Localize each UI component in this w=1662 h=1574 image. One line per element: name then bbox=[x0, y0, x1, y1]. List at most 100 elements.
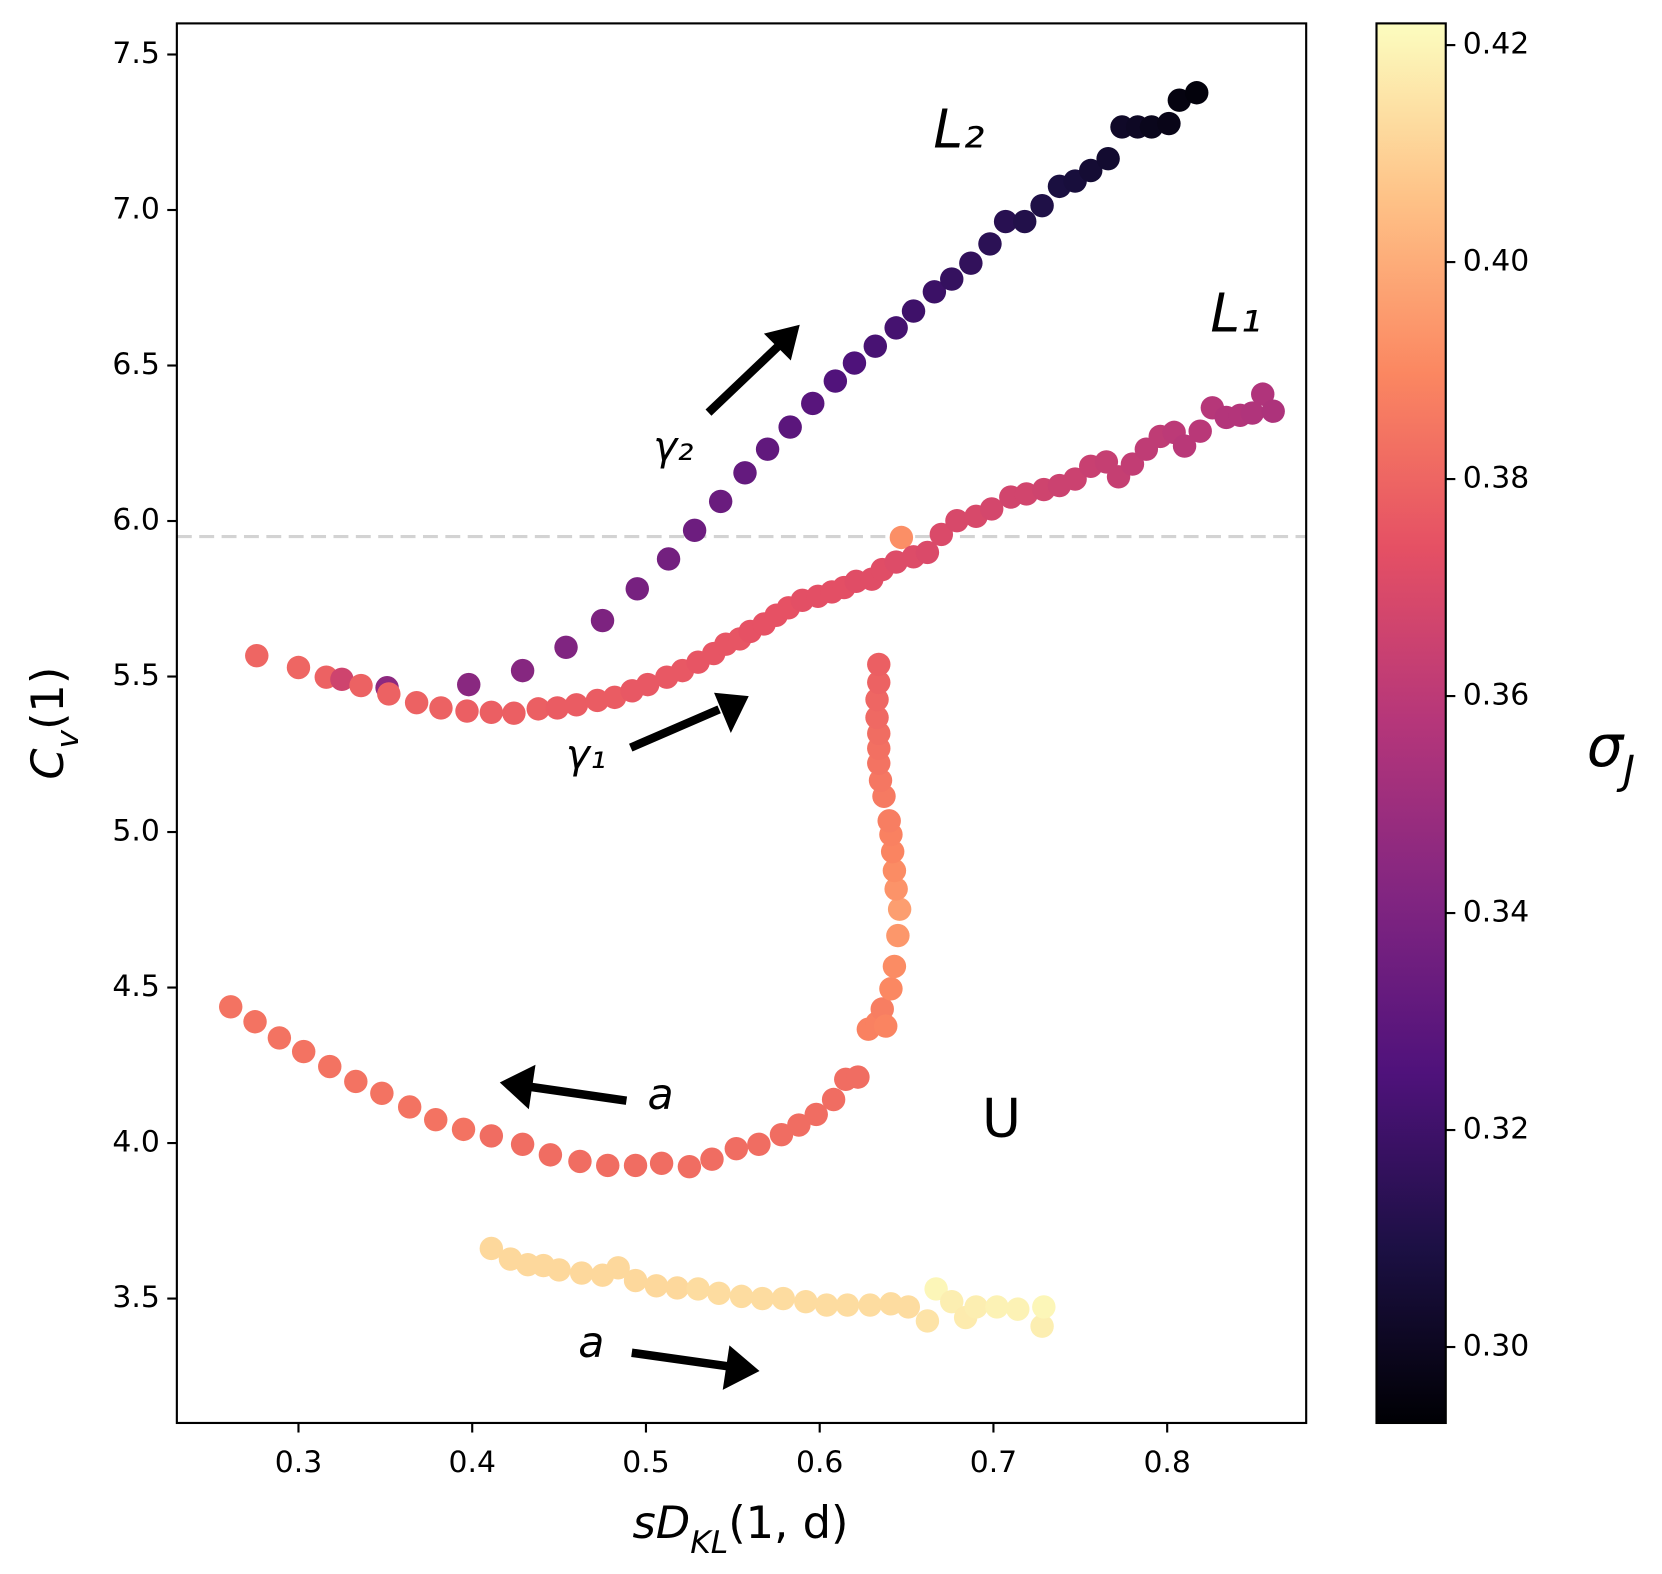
point bbox=[218, 995, 243, 1019]
point bbox=[1012, 209, 1037, 234]
arrow bbox=[529, 1082, 628, 1105]
point bbox=[649, 1151, 674, 1175]
plot-area bbox=[176, 23, 1307, 1423]
point bbox=[929, 522, 954, 547]
point bbox=[510, 658, 535, 683]
colorbar-tick-label: 0.38 bbox=[1463, 461, 1529, 496]
annotation: γ₁ bbox=[566, 730, 606, 778]
colorbar bbox=[1375, 22, 1447, 1425]
figure: sDKL(1, d) Cv(1) σJ 0.3 0.4 0.5 0.6 0.7 0.8 3.… bbox=[22, 22, 1635, 1561]
x-tick-label: 0.8 bbox=[1143, 1445, 1190, 1480]
y-tick-label: 7.0 bbox=[112, 192, 159, 227]
point bbox=[1006, 1297, 1030, 1321]
point bbox=[940, 1289, 964, 1314]
point bbox=[502, 701, 526, 725]
point bbox=[901, 299, 926, 323]
point bbox=[700, 1147, 724, 1171]
point bbox=[479, 1124, 504, 1148]
point bbox=[882, 954, 907, 979]
point bbox=[959, 251, 983, 275]
point bbox=[778, 415, 802, 439]
point bbox=[429, 696, 453, 720]
point bbox=[945, 509, 969, 533]
point bbox=[538, 1143, 563, 1167]
point bbox=[979, 497, 1004, 521]
y-tick-label: 5.0 bbox=[112, 814, 159, 849]
point bbox=[733, 461, 757, 485]
label-part: C bbox=[22, 748, 74, 780]
y-tick-label: 7.5 bbox=[112, 36, 159, 71]
y-axis-label: Cv(1) bbox=[22, 667, 86, 780]
point bbox=[874, 1014, 898, 1038]
point bbox=[915, 540, 940, 565]
point bbox=[370, 1081, 394, 1105]
point bbox=[656, 547, 681, 571]
label-part: σ bbox=[1587, 712, 1625, 779]
colorbar-tick-label: 0.42 bbox=[1463, 27, 1529, 62]
colorbar-label: σJ bbox=[1587, 712, 1635, 793]
point bbox=[457, 672, 481, 697]
point bbox=[606, 1256, 630, 1280]
arrow-head bbox=[499, 1064, 536, 1110]
label-part: (1) bbox=[22, 667, 74, 730]
point bbox=[879, 977, 903, 1001]
point bbox=[835, 1293, 860, 1317]
point bbox=[804, 1102, 828, 1127]
point bbox=[771, 1286, 795, 1311]
point bbox=[707, 1281, 731, 1305]
point bbox=[1188, 419, 1212, 443]
point bbox=[867, 652, 891, 677]
point bbox=[568, 1149, 592, 1174]
point bbox=[564, 693, 589, 717]
x-tick-label: 0.5 bbox=[622, 1445, 669, 1480]
point bbox=[896, 1295, 921, 1319]
point bbox=[479, 700, 504, 724]
point bbox=[886, 923, 910, 948]
point bbox=[865, 705, 889, 730]
point bbox=[823, 369, 848, 393]
x-tick-label: 0.6 bbox=[796, 1445, 843, 1480]
point bbox=[940, 267, 964, 291]
y-tick-label: 4.5 bbox=[112, 969, 159, 1004]
point bbox=[1030, 1314, 1054, 1338]
colorbar-tick-label: 0.32 bbox=[1463, 1112, 1529, 1147]
label-part: sD bbox=[632, 1497, 690, 1549]
point bbox=[724, 1136, 749, 1161]
label-part: KL bbox=[690, 1525, 728, 1561]
point bbox=[769, 1122, 794, 1147]
x-tick-label: 0.7 bbox=[970, 1445, 1017, 1480]
point bbox=[554, 635, 578, 659]
point bbox=[750, 1286, 775, 1311]
point bbox=[243, 1010, 267, 1034]
point bbox=[623, 1268, 648, 1293]
point bbox=[1032, 1295, 1056, 1319]
point bbox=[479, 1236, 504, 1261]
colorbar-tick-label: 0.40 bbox=[1463, 244, 1529, 279]
point bbox=[1261, 399, 1285, 423]
marks bbox=[176, 81, 1307, 1338]
point bbox=[708, 489, 733, 514]
arrows bbox=[499, 324, 800, 1390]
y-tick-label: 3.5 bbox=[112, 1280, 159, 1315]
colorbar-tick-label: 0.36 bbox=[1463, 678, 1529, 713]
point bbox=[915, 1309, 940, 1333]
point bbox=[889, 525, 914, 550]
point bbox=[978, 232, 1002, 256]
point bbox=[585, 688, 610, 713]
point bbox=[884, 877, 908, 901]
point bbox=[286, 655, 311, 680]
label-part: (1, d) bbox=[728, 1497, 848, 1549]
arrow bbox=[631, 1348, 731, 1371]
point bbox=[424, 1108, 448, 1132]
y-tick-label: 4.0 bbox=[112, 1125, 159, 1160]
point bbox=[1030, 193, 1054, 218]
point bbox=[569, 1261, 594, 1285]
x-tick-label: 0.4 bbox=[449, 1445, 496, 1480]
y-tick-label: 6.0 bbox=[112, 503, 159, 538]
point bbox=[635, 672, 660, 697]
y-tick-label: 6.5 bbox=[112, 347, 159, 382]
point bbox=[397, 1095, 422, 1119]
point bbox=[868, 768, 893, 793]
point bbox=[801, 391, 825, 416]
point bbox=[1096, 146, 1120, 171]
